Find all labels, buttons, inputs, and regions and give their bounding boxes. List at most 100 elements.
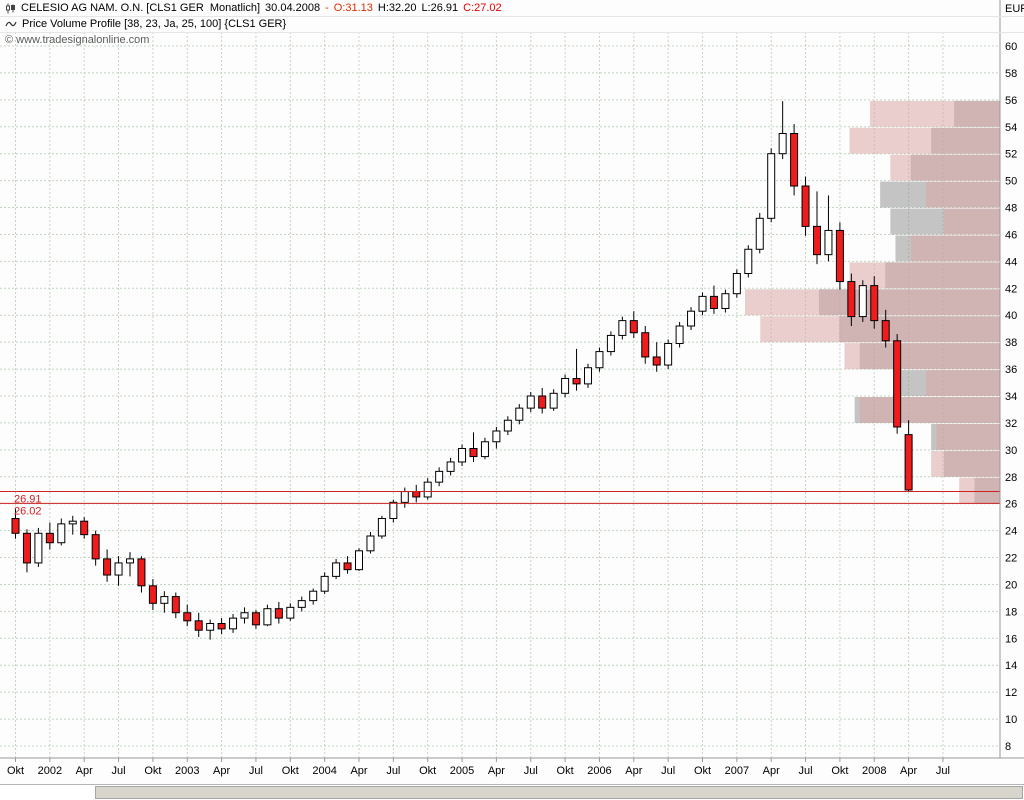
profile-bar-pink xyxy=(849,127,1000,154)
x-axis-tick-label: Okt xyxy=(7,765,24,777)
profile-bar-pink xyxy=(926,370,1000,396)
x-axis-tick-label: Apr xyxy=(76,765,93,777)
profile-bar-pink xyxy=(910,235,1000,262)
candle-down xyxy=(80,520,89,536)
header-divider-2 xyxy=(0,32,1024,33)
candle-up xyxy=(57,523,66,544)
candle-up xyxy=(114,562,123,576)
horizontal-scrollbar[interactable] xyxy=(0,784,1024,800)
candle-up xyxy=(435,470,444,483)
candle-up xyxy=(858,285,867,318)
y-axis-tick-label: 22 xyxy=(1005,553,1017,565)
candle-up xyxy=(320,575,329,592)
candle-down xyxy=(22,532,31,564)
candle-down xyxy=(641,332,650,358)
candle-up xyxy=(389,501,398,520)
x-axis-tick-label: Apr xyxy=(763,765,780,777)
x-axis-tick-label: Jul xyxy=(799,765,813,777)
candle-up xyxy=(698,295,707,312)
profile-bar-pink xyxy=(760,316,1000,343)
candle-down xyxy=(343,562,352,571)
high-value: H:32.20 xyxy=(377,2,417,14)
candle-up xyxy=(240,612,249,619)
x-axis-tick-label: Jul xyxy=(249,765,263,777)
candle-down xyxy=(469,448,478,458)
header-divider xyxy=(0,16,1024,17)
candle-down xyxy=(790,133,799,187)
candle-down xyxy=(652,356,661,366)
y-axis-tick-label: 46 xyxy=(1005,229,1017,241)
candle-up xyxy=(400,491,409,503)
y-axis-tick-label: 56 xyxy=(1005,95,1017,107)
candle-down xyxy=(194,620,203,631)
x-axis-tick-label: Okt xyxy=(282,765,299,777)
y-axis-tick-label: 30 xyxy=(1005,445,1017,457)
candle-up xyxy=(721,293,730,310)
candlestick-chart-icon xyxy=(5,3,16,14)
candle-up xyxy=(263,608,272,626)
candle-up xyxy=(366,535,375,552)
candle-up xyxy=(68,520,77,525)
candle-up xyxy=(503,419,512,432)
candle-down xyxy=(572,378,581,385)
profile-bar-pink xyxy=(890,154,1000,181)
x-axis-tick-label: 2002 xyxy=(38,765,62,777)
candle-down xyxy=(813,225,821,256)
candle-up xyxy=(286,606,295,619)
y-axis-tick-label: 14 xyxy=(1005,660,1017,672)
open-value: O:31.13 xyxy=(333,2,373,14)
level-label: 26.91 xyxy=(14,493,42,505)
x-axis-tick-label: Apr xyxy=(213,765,230,777)
y-axis-tick-label: 32 xyxy=(1005,418,1017,430)
candle-up xyxy=(423,481,432,498)
x-axis-tick-label: Jul xyxy=(936,765,950,777)
candle-down xyxy=(870,285,879,322)
y-axis-tick-label: 16 xyxy=(1005,633,1017,645)
y-axis-tick-label: 58 xyxy=(1005,68,1017,80)
candle-down xyxy=(847,281,856,318)
x-axis-tick-label: Apr xyxy=(625,765,642,777)
y-axis-tick-label: 34 xyxy=(1005,391,1017,403)
candle-down xyxy=(629,320,638,334)
x-axis-tick-label: 2004 xyxy=(312,765,336,777)
x-axis-tick-label: Okt xyxy=(144,765,161,777)
candle-up xyxy=(561,378,570,394)
y-axis-tick-label: 24 xyxy=(1005,526,1017,538)
x-axis-tick-label: Okt xyxy=(419,765,436,777)
instrument-title: CELESIO AG NAM. O.N. [CLS1 GER Monatlich… xyxy=(21,2,261,14)
candle-down xyxy=(148,585,157,604)
y-axis-tick-label: 44 xyxy=(1005,256,1017,268)
candle-up xyxy=(824,229,833,256)
candle-down xyxy=(881,320,890,342)
y-axis-tick-label: 40 xyxy=(1005,310,1017,322)
candle-down xyxy=(183,612,192,622)
y-axis-tick-label: 8 xyxy=(1005,741,1011,753)
candle-up xyxy=(744,248,753,274)
y-axis-tick-label: 12 xyxy=(1005,687,1017,699)
profile-bar-pink xyxy=(936,423,1000,450)
x-axis-tick-label: 2003 xyxy=(175,765,199,777)
indicator-legend: Price Volume Profile [38, 23, Ja, 25, 10… xyxy=(5,18,286,30)
x-axis-tick-label: Apr xyxy=(488,765,505,777)
wave-icon xyxy=(5,19,17,29)
candle-up xyxy=(160,596,169,604)
candle-down xyxy=(103,558,112,576)
x-axis-tick-label: 2005 xyxy=(450,765,474,777)
scrollbar-thumb[interactable] xyxy=(95,786,1023,799)
low-value: L:26.91 xyxy=(421,2,459,14)
profile-bar-pink xyxy=(926,181,1000,208)
candle-down xyxy=(45,532,54,544)
profile-bar-pink xyxy=(849,262,1000,289)
candle-up xyxy=(332,562,341,577)
y-axis-tick-label: 28 xyxy=(1005,472,1017,484)
profile-bar-pink xyxy=(931,450,1000,477)
candle-up xyxy=(549,392,558,409)
y-axis-tick-label: 52 xyxy=(1005,149,1017,161)
candle-down xyxy=(91,534,100,560)
profile-bar-pink xyxy=(943,208,1000,235)
profile-bar-pink xyxy=(959,477,1000,504)
y-axis-tick-label: 60 xyxy=(1005,41,1017,53)
x-axis-tick-label: Okt xyxy=(694,765,711,777)
